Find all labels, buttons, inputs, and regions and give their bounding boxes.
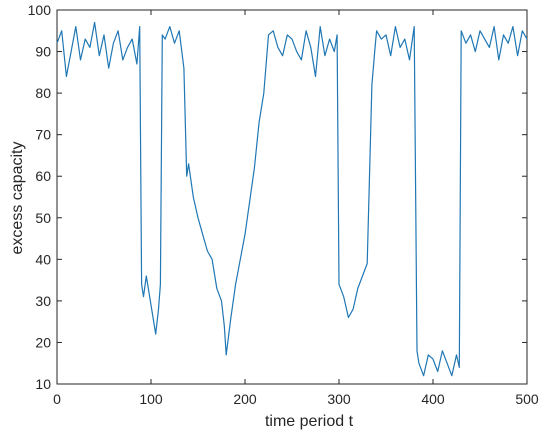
series-line [56,21,528,377]
axes-box [56,9,528,385]
y-tick-label: 50 [35,210,51,226]
y-tick-label: 80 [35,85,51,101]
x-tick-label: 300 [327,391,351,407]
x-tick-label: 100 [139,391,163,407]
y-tick-label: 100 [28,2,52,18]
y-tick-label: 30 [35,293,51,309]
y-axis: 10 20 30 40 50 60 70 80 90 100 [28,2,527,392]
plot-area [56,9,528,385]
x-tick-label: 500 [515,391,539,407]
x-tick-label: 0 [53,391,61,407]
x-axis: 0 100 200 300 400 500 [53,10,539,407]
x-tick-label: 400 [421,391,445,407]
y-axis-label: excess capacity [9,142,26,255]
x-axis-label: time period t [265,413,354,430]
x-tick-label: 200 [233,391,257,407]
y-tick-label: 10 [35,376,51,392]
y-tick-label: 40 [35,251,51,267]
y-tick-label: 90 [35,44,51,60]
y-tick-label: 60 [35,168,51,184]
y-tick-label: 70 [35,127,51,143]
y-tick-label: 20 [35,334,51,350]
